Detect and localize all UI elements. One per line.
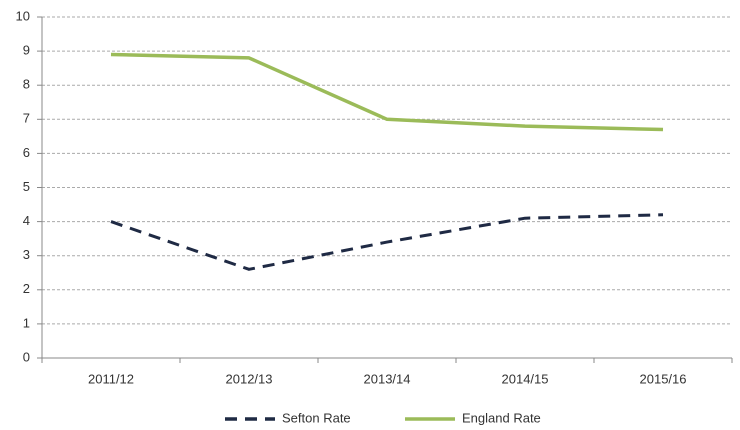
x-tick-label: 2013/14 (364, 371, 411, 386)
y-tick-label: 6 (23, 145, 30, 160)
x-tick-label: 2011/12 (88, 371, 134, 386)
y-tick-label: 5 (23, 179, 30, 194)
series-line (110, 213, 664, 271)
y-tick-label: 2 (23, 281, 30, 296)
y-tick-label: 4 (23, 213, 30, 228)
y-tick-label: 7 (23, 111, 30, 126)
y-tick-label: 10 (16, 8, 30, 23)
y-tick-label: 0 (23, 349, 30, 364)
y-tick-label: 9 (23, 43, 30, 58)
x-tick-label: 2014/15 (502, 371, 549, 386)
legend-label: England Rate (462, 410, 541, 425)
x-tick-label: 2015/16 (640, 371, 687, 386)
y-tick-label: 3 (23, 247, 30, 262)
series-line (110, 52, 664, 132)
y-tick-label: 1 (23, 315, 30, 330)
x-tick-label: 2012/13 (226, 371, 273, 386)
legend-label: Sefton Rate (282, 410, 351, 425)
y-tick-label: 8 (23, 77, 30, 92)
